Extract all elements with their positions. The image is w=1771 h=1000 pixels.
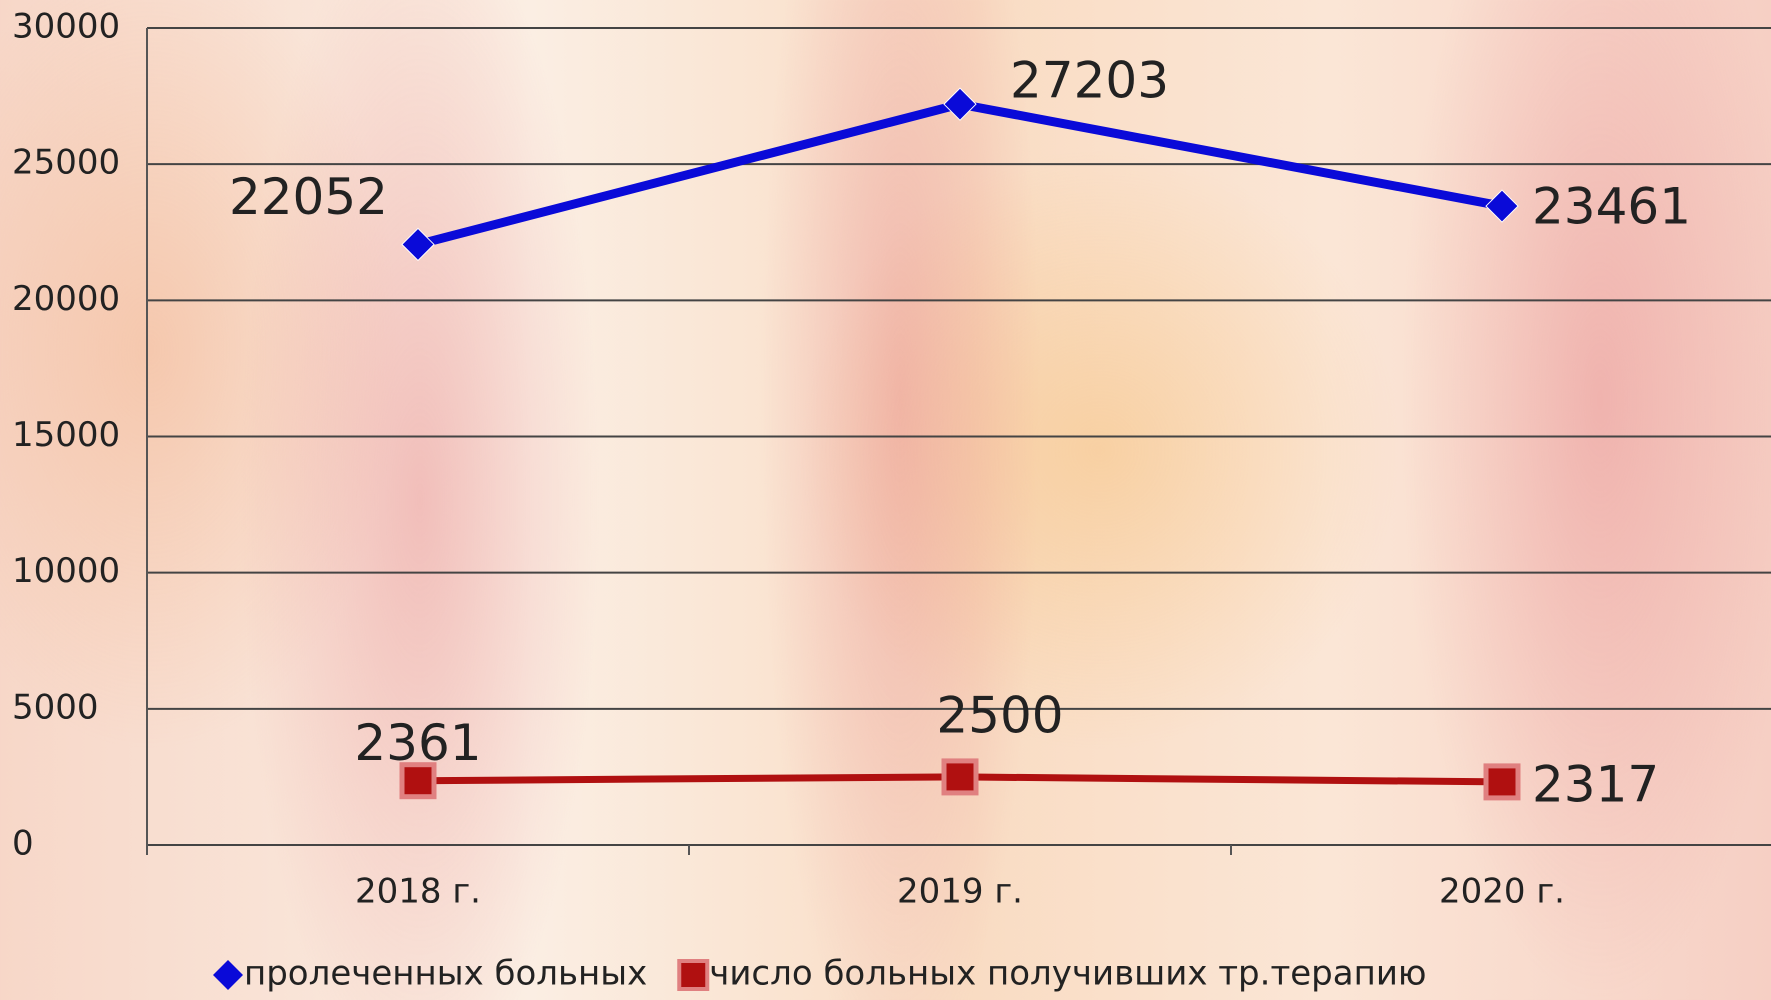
legend-label: число больных получивших тр.терапию [709, 954, 1426, 994]
marker [1485, 189, 1519, 223]
marker [943, 87, 977, 121]
y-tick-label: 10000 [12, 551, 120, 591]
y-tick-label: 20000 [12, 279, 120, 319]
y-tick-label: 25000 [12, 143, 120, 183]
data-label: 2317 [1532, 755, 1659, 813]
data-label: 23461 [1532, 178, 1691, 236]
data-label: 2361 [354, 714, 481, 772]
marker [941, 758, 979, 796]
y-tick-label: 5000 [12, 687, 99, 727]
y-tick-label: 15000 [12, 415, 120, 455]
x-tick-label: 2018 г. [355, 872, 481, 912]
y-tick-label: 0 [12, 824, 34, 864]
series-line [416, 99, 1503, 249]
x-tick-label: 2019 г. [897, 872, 1023, 912]
x-tick-label: 2020 г. [1439, 872, 1565, 912]
data-label: 22052 [229, 168, 388, 226]
marker [401, 227, 435, 262]
marker [1483, 763, 1521, 801]
y-tick-label: 30000 [12, 7, 120, 47]
legend-label: пролеченных больных [244, 954, 647, 994]
legend-marker [213, 960, 243, 990]
data-label: 2500 [936, 686, 1063, 744]
data-label: 27203 [1010, 52, 1169, 110]
legend-marker [677, 959, 710, 991]
marker [399, 762, 437, 800]
